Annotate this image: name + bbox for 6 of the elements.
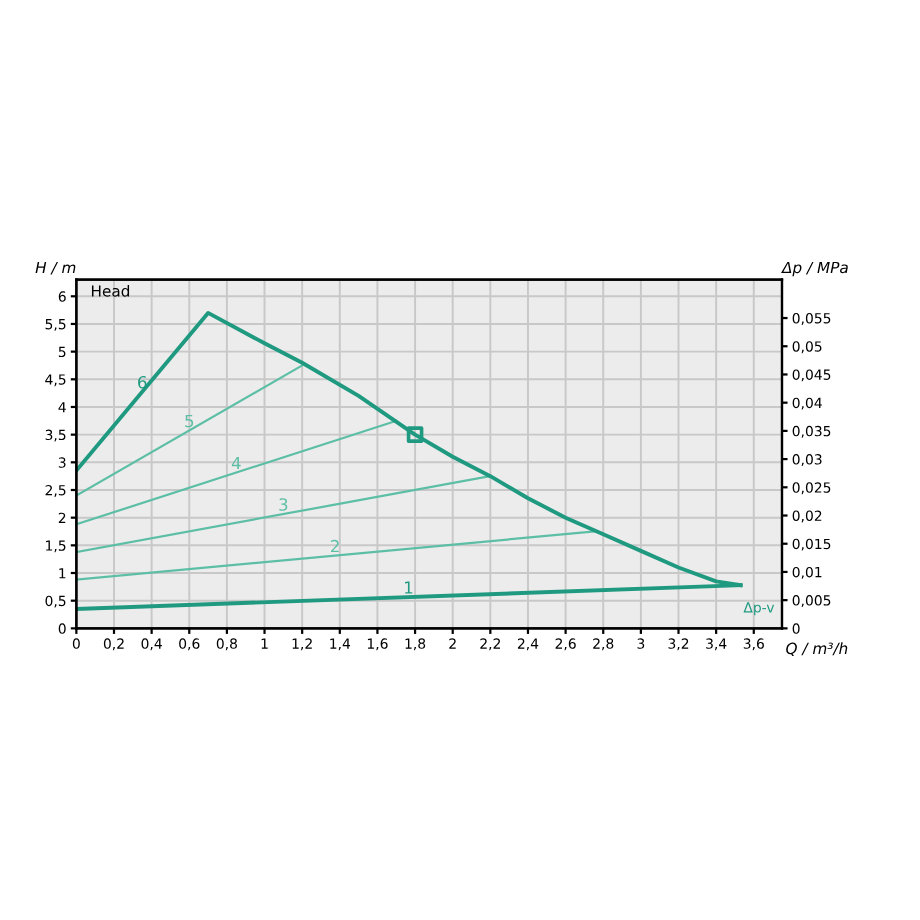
series-label: 4: [231, 456, 241, 470]
series-label: 6: [138, 375, 147, 389]
series-label: 1: [405, 581, 413, 594]
series-label: 2: [331, 539, 339, 553]
series-label: 5: [185, 414, 194, 428]
series-label: 3: [279, 498, 288, 511]
